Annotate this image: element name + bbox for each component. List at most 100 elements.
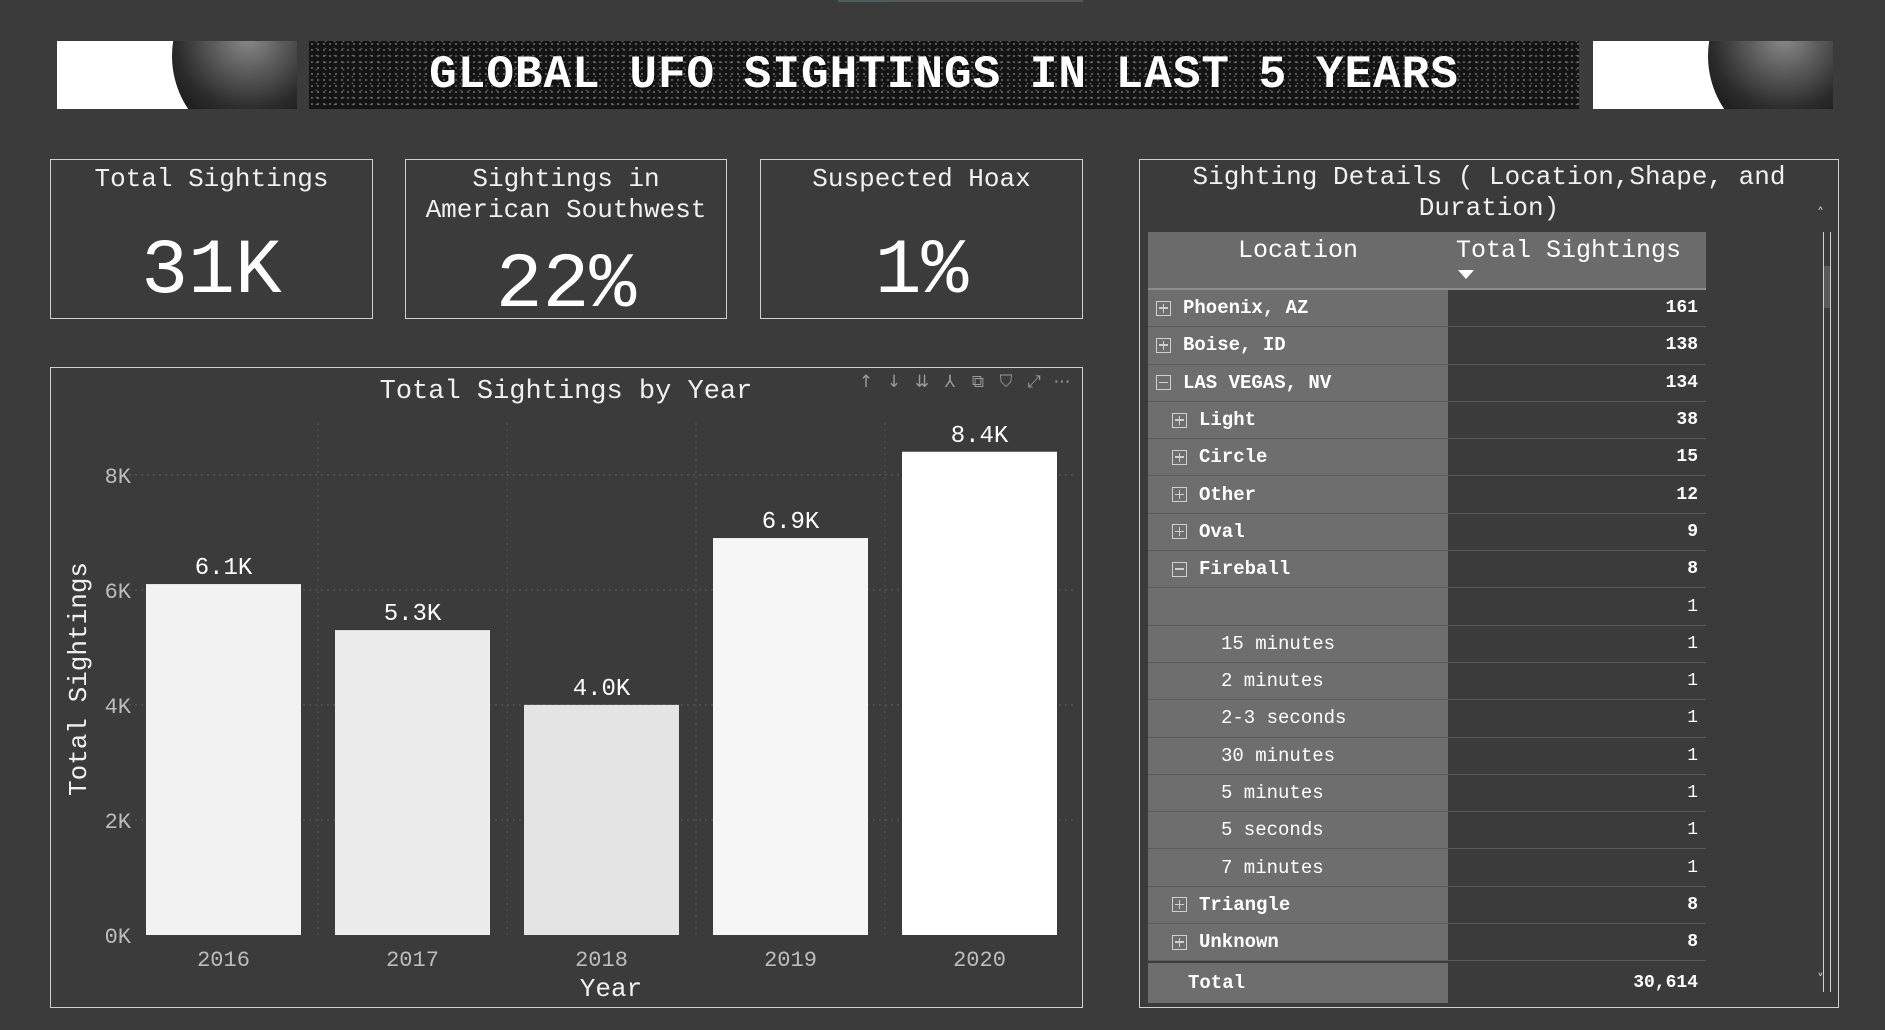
expand-plus-icon[interactable] [1156,300,1171,316]
chart-title: Total Sightings by Year [380,377,753,407]
expand-plus-icon[interactable] [1172,449,1187,465]
sort-descending-icon[interactable] [1458,270,1474,279]
expand-plus-icon[interactable] [1172,524,1187,540]
table-row[interactable]: 1 [1148,588,1706,626]
y-tick-label: 4K [105,695,132,720]
column-header-total-sightings[interactable]: Total Sightings [1448,232,1706,288]
expand-plus-icon[interactable] [1172,412,1187,428]
table-row[interactable]: 7 minutes 1 [1148,849,1706,887]
bar-2018 [524,704,679,935]
kpi-label: Sightings in American Southwest [406,164,726,226]
data-label: 5.3K [384,601,442,628]
copy-icon[interactable]: ⧉ [971,372,985,392]
focus-mode-icon[interactable]: ⤢ [1027,372,1041,392]
row-value: 134 [1448,364,1706,402]
table-row[interactable]: 2-3 seconds 1 [1148,700,1706,738]
scroll-down-icon[interactable]: ˅ [1817,972,1824,988]
row-value: 1 [1448,737,1706,775]
column-header-location[interactable]: Location [1237,236,1359,265]
row-location-cell: 15 minutes [1148,625,1448,663]
row-value: 8 [1448,886,1706,925]
expand-plus-icon[interactable] [1156,337,1171,353]
y-axis-title: Total Sightings [64,562,94,796]
row-location-cell: Triangle [1148,886,1448,925]
expand-plus-icon[interactable] [1172,487,1187,503]
expand-plus-icon[interactable] [1172,897,1187,913]
row-value: 15 [1448,439,1706,477]
row-value: 8 [1448,551,1706,589]
vertical-scrollbar[interactable] [1823,232,1831,992]
table-row[interactable]: 2 minutes 1 [1148,662,1706,701]
table-total-row: Total 30,614 [1148,963,1706,1004]
x-tick-label: 2017 [386,948,439,973]
kpi-card-total-sightings[interactable]: Total Sightings 31K [50,159,373,319]
collapse-minus-icon[interactable] [1172,561,1187,577]
row-label: Circle [1199,446,1268,469]
sighting-details-matrix[interactable]: Sighting Details ( Location,Shape, and D… [1139,159,1839,1008]
table-row[interactable]: Unknown 8 [1148,924,1706,962]
row-location-cell: LAS VEGAS, NV [1148,364,1448,402]
page-title: GLOBAL UFO SIGHTINGS IN LAST 5 YEARS [429,49,1459,101]
arrow-down-icon[interactable]: ↓ [886,372,902,392]
row-location-cell: Oval [1148,513,1448,552]
top-tab-strip [838,0,1083,2]
row-label: Other [1199,483,1257,506]
row-value: 1 [1448,700,1706,738]
kpi-label-line2: American Southwest [425,195,707,225]
row-value: 138 [1448,327,1706,365]
table-header-row: Location Total Sightings [1148,232,1706,290]
table-row[interactable]: Triangle 8 [1148,886,1706,925]
kpi-label: Suspected Hoax [812,164,1031,194]
row-location-cell: Unknown [1148,924,1448,962]
arrow-up-icon[interactable]: ↑ [858,372,874,392]
row-value: 161 [1448,290,1706,328]
collapse-minus-icon[interactable] [1156,375,1171,391]
double-arrow-down-icon[interactable]: ⇊ [914,372,930,392]
bar-chart-sightings-by-year[interactable]: 0K 2K 4K 6K 8K 6.1K 2016 5.3K 2017 4.0K 2018 6.9K 20… [50,367,1083,1008]
row-label: Fireball [1199,558,1291,581]
table-title: Sighting Details ( Location,Shape, and D… [1192,162,1786,223]
chart-svg: 0K 2K 4K 6K 8K 6.1K 2016 5.3K 2017 4.0K 2018 6.9K 20… [64,377,1074,1004]
table-row[interactable]: 30 minutes 1 [1148,737,1706,775]
y-tick-label: 0K [105,925,132,950]
table-row[interactable]: Other 12 [1148,476,1706,514]
ufo-disc-icon [1708,41,1833,109]
x-tick-label: 2018 [575,948,628,973]
table-row[interactable]: Light 38 [1148,401,1706,440]
data-label: 8.4K [951,423,1009,450]
table-row[interactable]: 15 minutes 1 [1148,625,1706,663]
x-axis-title: Year [580,974,642,1004]
row-label: 5 minutes [1221,782,1324,804]
row-location-cell: Other [1148,476,1448,514]
kpi-value: 1% [874,228,969,316]
table-row[interactable]: Fireball 8 [1148,551,1706,589]
table-row[interactable]: Phoenix, AZ 161 [1148,290,1706,328]
table-row[interactable]: 5 minutes 1 [1148,774,1706,813]
hierarchy-expand-icon[interactable]: ⅄ [944,372,956,392]
row-value: 9 [1448,513,1706,552]
row-location-cell: Fireball [1148,551,1448,589]
table-row[interactable]: Oval 9 [1148,513,1706,552]
filter-icon[interactable]: ⛉ [999,372,1013,392]
kpi-card-southwest[interactable]: Sightings in American Southwest 22% [405,159,727,330]
scrollbar-thumb[interactable] [1824,266,1830,308]
kpi-card-suspected-hoax[interactable]: Suspected Hoax 1% [760,159,1083,319]
row-value: 1 [1448,588,1706,626]
more-options-icon[interactable]: ⋯ [1053,372,1071,392]
scroll-up-icon[interactable]: ˄ [1817,206,1824,222]
title-banner: GLOBAL UFO SIGHTINGS IN LAST 5 YEARS [309,41,1579,109]
table-row[interactable]: 5 seconds 1 [1148,812,1706,850]
x-tick-label: 2016 [197,948,250,973]
row-location-cell: 5 seconds [1148,812,1448,850]
x-tick-label: 2019 [764,948,817,973]
row-location-cell: 2 minutes [1148,662,1448,701]
row-location-cell: 7 minutes [1148,849,1448,887]
row-location-cell: Light [1148,401,1448,440]
data-label: 4.0K [573,676,631,703]
table-row[interactable]: Circle 15 [1148,439,1706,477]
expand-plus-icon[interactable] [1172,934,1187,950]
table-row[interactable]: Boise, ID 138 [1148,327,1706,365]
table-row[interactable]: LAS VEGAS, NV 134 [1148,364,1706,402]
row-value: 12 [1448,476,1706,514]
row-value: 1 [1448,812,1706,850]
